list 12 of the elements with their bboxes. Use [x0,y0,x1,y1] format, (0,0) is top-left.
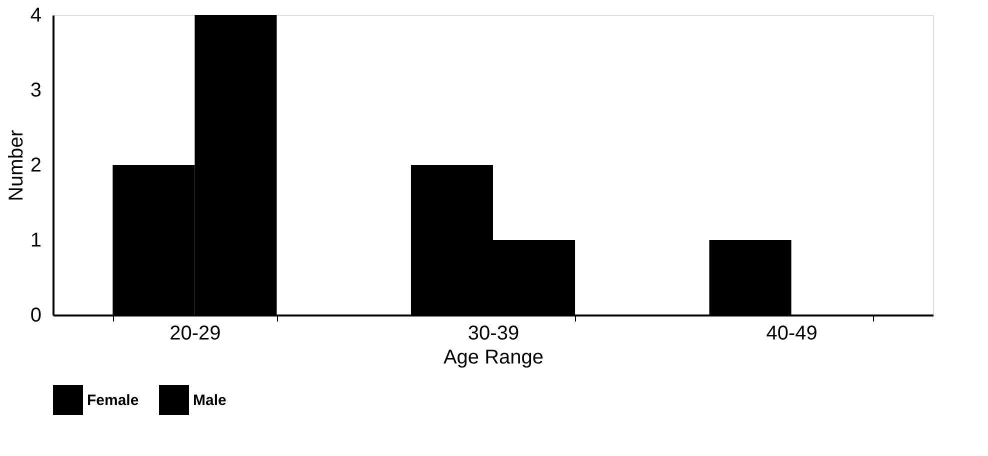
y-axis-title: Number [5,130,28,202]
y-tick-label: 0 [30,304,42,326]
y-tick-label: 3 [30,80,42,102]
x-tick-label: 30-39 [468,322,520,344]
legend-label: Male [193,392,226,409]
x-axis-title: Age Range [443,346,544,368]
y-tick-label: 1 [30,230,42,252]
y-tick-label: 4 [30,4,42,26]
x-tick-label: 40-49 [766,322,818,344]
x-tick-label: 20-29 [170,322,221,344]
legend-label: Female [87,392,139,409]
y-tick-label: 2 [30,154,42,176]
